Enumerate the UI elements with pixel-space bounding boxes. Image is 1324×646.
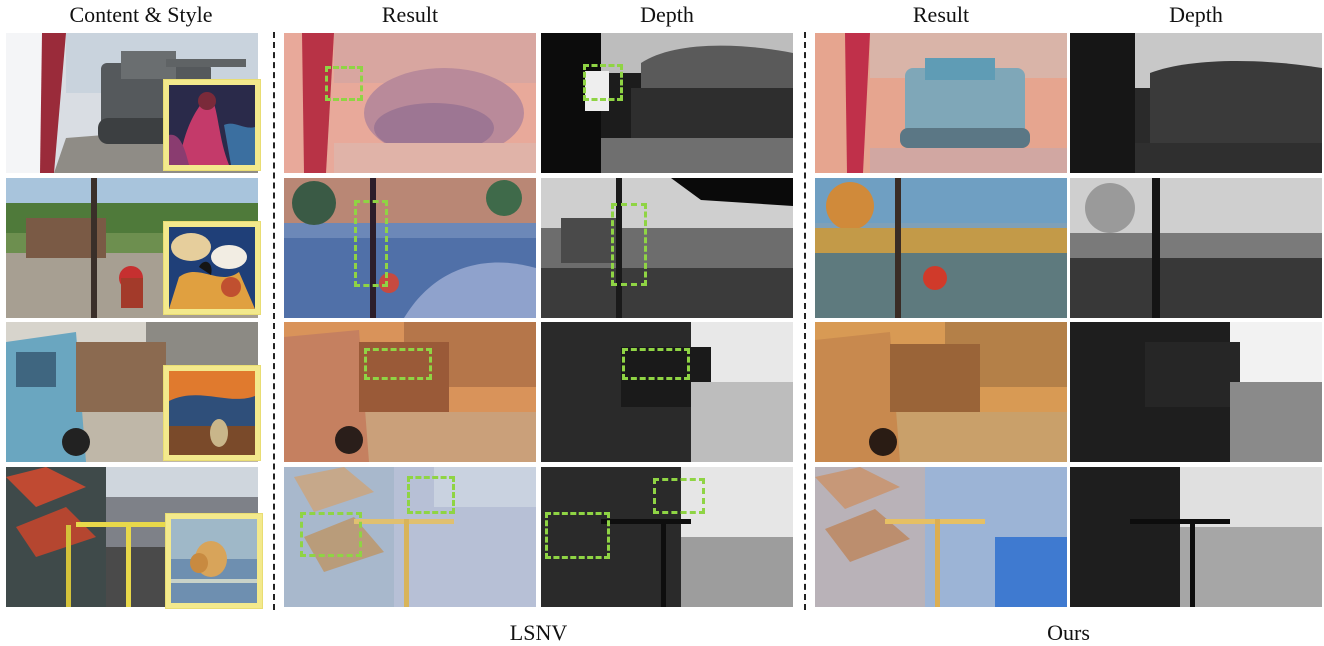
- highlight-box: [622, 348, 690, 380]
- highlight-box: [325, 66, 363, 101]
- highlight-box: [653, 478, 705, 514]
- highlight-box: [300, 512, 362, 557]
- style-image-row-4: [166, 514, 262, 608]
- depth-lsnv-railway: [541, 467, 793, 607]
- separator-left: [273, 32, 275, 610]
- depth-ours-playground: [1070, 178, 1322, 318]
- style-image-row-3: [164, 366, 260, 460]
- highlight-box: [583, 64, 623, 101]
- result-lsnv-railway: [284, 467, 536, 607]
- result-lsnv-tank: [284, 33, 536, 173]
- style-image-row-1: [164, 80, 260, 170]
- method-label-ours: Ours: [1047, 620, 1090, 645]
- depth-lsnv-tank: [541, 33, 793, 173]
- depth-ours-truck: [1070, 322, 1322, 462]
- result-ours-playground: [815, 178, 1067, 318]
- depth-lsnv-truck: [541, 322, 793, 462]
- header-depth-ours: Depth: [1169, 2, 1223, 27]
- header-result-lsnv: Result: [381, 2, 439, 27]
- result-ours-truck: [815, 322, 1067, 462]
- result-lsnv-truck: [284, 322, 536, 462]
- depth-ours-tank: [1070, 33, 1322, 173]
- method-label-lsnv: LSNV: [509, 620, 568, 645]
- header-depth-lsnv: Depth: [640, 2, 694, 27]
- highlight-box: [354, 200, 388, 287]
- style-image-row-2: [164, 222, 260, 314]
- result-ours-railway: [815, 467, 1067, 607]
- depth-ours-railway: [1070, 467, 1322, 607]
- highlight-box: [545, 512, 610, 559]
- header-content-style: Content & Style: [69, 2, 213, 27]
- highlight-box: [364, 348, 432, 380]
- highlight-box: [611, 203, 647, 286]
- result-lsnv-playground: [284, 178, 536, 318]
- header-result-ours: Result: [912, 2, 970, 27]
- highlight-box: [407, 476, 455, 514]
- result-ours-tank: [815, 33, 1067, 173]
- depth-lsnv-playground: [541, 178, 793, 318]
- separator-right: [804, 32, 806, 610]
